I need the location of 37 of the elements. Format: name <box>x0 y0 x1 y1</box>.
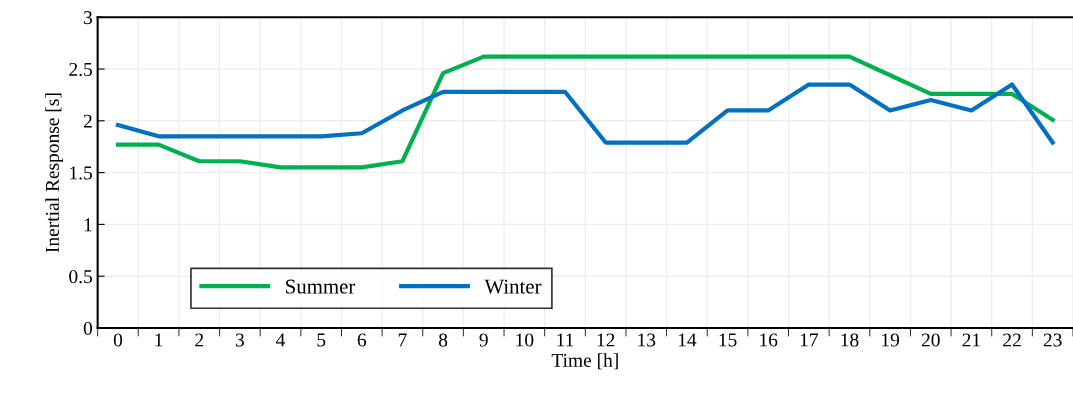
x-tick-label: 9 <box>479 333 488 347</box>
legend-label: Summer <box>286 279 356 294</box>
x-tick-label: 15 <box>719 333 737 347</box>
y-tick-label: 0.5 <box>69 270 93 284</box>
x-axis-title: Time [h] <box>551 353 618 370</box>
y-tick-label: 0 <box>83 321 93 335</box>
x-tick-label: 16 <box>760 333 778 347</box>
x-tick-label: 4 <box>276 333 286 347</box>
line-series <box>115 82 1055 145</box>
x-tick-label: 20 <box>921 333 940 347</box>
x-tick-label: 12 <box>597 333 615 347</box>
x-tick-label: 14 <box>678 333 697 347</box>
x-tick-label: 0 <box>113 333 123 347</box>
line-series <box>115 54 1055 170</box>
x-tick-label: 6 <box>357 333 367 347</box>
x-tick-label: 17 <box>800 333 818 347</box>
y-tick-label: 2 <box>83 114 92 128</box>
x-tick-label: 3 <box>235 333 244 347</box>
x-tick-label: 19 <box>882 333 900 347</box>
x-tick-label: 21 <box>962 333 980 347</box>
x-tick-label: 1 <box>155 333 163 347</box>
x-tick-label: 13 <box>638 333 656 347</box>
x-tick-label: 11 <box>557 333 574 347</box>
x-tick-label: 8 <box>438 333 448 347</box>
legend-label: Winter <box>484 279 542 294</box>
x-tick-label: 18 <box>841 333 859 347</box>
y-tick-label: 1.5 <box>70 166 93 180</box>
x-tick-label: 23 <box>1043 333 1062 347</box>
x-tick-label: 5 <box>317 333 326 347</box>
x-tick-label: 7 <box>398 333 407 347</box>
y-tick-label: 3 <box>83 11 93 25</box>
y-tick-label: 2.5 <box>69 62 93 77</box>
x-tick-label: 2 <box>195 333 204 347</box>
x-tick-label: 22 <box>1003 333 1021 347</box>
x-tick-label: 10 <box>516 333 534 347</box>
y-tick-label: 1 <box>84 218 92 232</box>
y-axis-title: Inertial Response [s] <box>45 93 63 253</box>
